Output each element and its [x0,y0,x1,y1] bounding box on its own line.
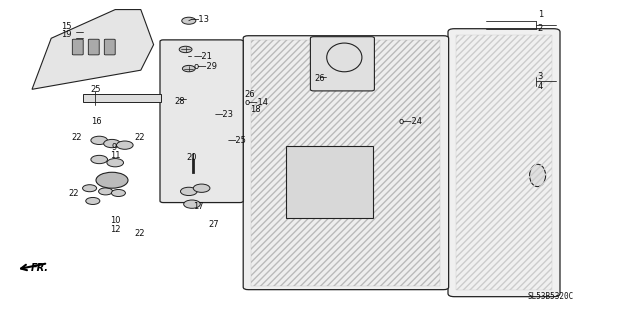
Circle shape [179,46,192,53]
Text: 2: 2 [538,24,543,33]
Text: SL53B5320C: SL53B5320C [527,293,573,301]
Text: FR.: FR. [31,263,49,273]
Circle shape [182,17,196,24]
FancyBboxPatch shape [160,40,243,203]
Text: —21: —21 [194,52,212,61]
FancyBboxPatch shape [88,39,99,55]
Text: 19: 19 [61,30,72,39]
Text: 22: 22 [134,133,145,142]
Text: 18: 18 [250,105,260,114]
Text: 22: 22 [134,229,145,238]
Text: 22: 22 [68,189,79,198]
Text: o—24: o—24 [399,117,423,126]
Text: 27: 27 [209,220,220,229]
Text: 15: 15 [61,22,72,31]
Text: —13: —13 [191,15,210,24]
Circle shape [86,197,100,204]
FancyBboxPatch shape [72,39,83,55]
Circle shape [107,159,124,167]
Text: 9: 9 [112,143,117,152]
Text: 4: 4 [538,82,543,91]
Circle shape [99,188,113,195]
Circle shape [111,189,125,197]
Circle shape [180,187,197,196]
Circle shape [184,200,200,208]
Text: 11: 11 [110,151,120,160]
Text: 26: 26 [315,74,326,83]
Text: 17: 17 [193,202,204,211]
Text: 20: 20 [187,153,197,162]
Text: —23: —23 [214,110,234,119]
Text: 28: 28 [175,97,186,106]
Circle shape [91,155,108,164]
FancyBboxPatch shape [104,39,115,55]
Text: o—14: o—14 [244,98,269,107]
Text: 3: 3 [538,72,543,81]
Circle shape [193,184,210,192]
Text: 10: 10 [110,216,120,225]
Circle shape [96,172,128,188]
FancyBboxPatch shape [243,36,449,290]
Ellipse shape [530,164,545,187]
Text: 16: 16 [91,117,102,126]
Text: 25: 25 [91,85,101,94]
Circle shape [182,65,195,72]
Text: 12: 12 [110,226,120,234]
Text: o—29: o—29 [194,62,218,71]
Circle shape [91,136,108,145]
Circle shape [116,141,133,149]
Circle shape [83,185,97,192]
Text: —25: —25 [227,137,246,145]
Polygon shape [32,10,154,89]
Circle shape [104,139,120,148]
Text: 22: 22 [72,133,82,142]
FancyBboxPatch shape [310,37,374,91]
FancyBboxPatch shape [448,29,560,297]
Text: 1: 1 [538,10,543,19]
FancyBboxPatch shape [286,146,373,218]
FancyBboxPatch shape [83,94,161,102]
Text: 26: 26 [244,90,255,99]
